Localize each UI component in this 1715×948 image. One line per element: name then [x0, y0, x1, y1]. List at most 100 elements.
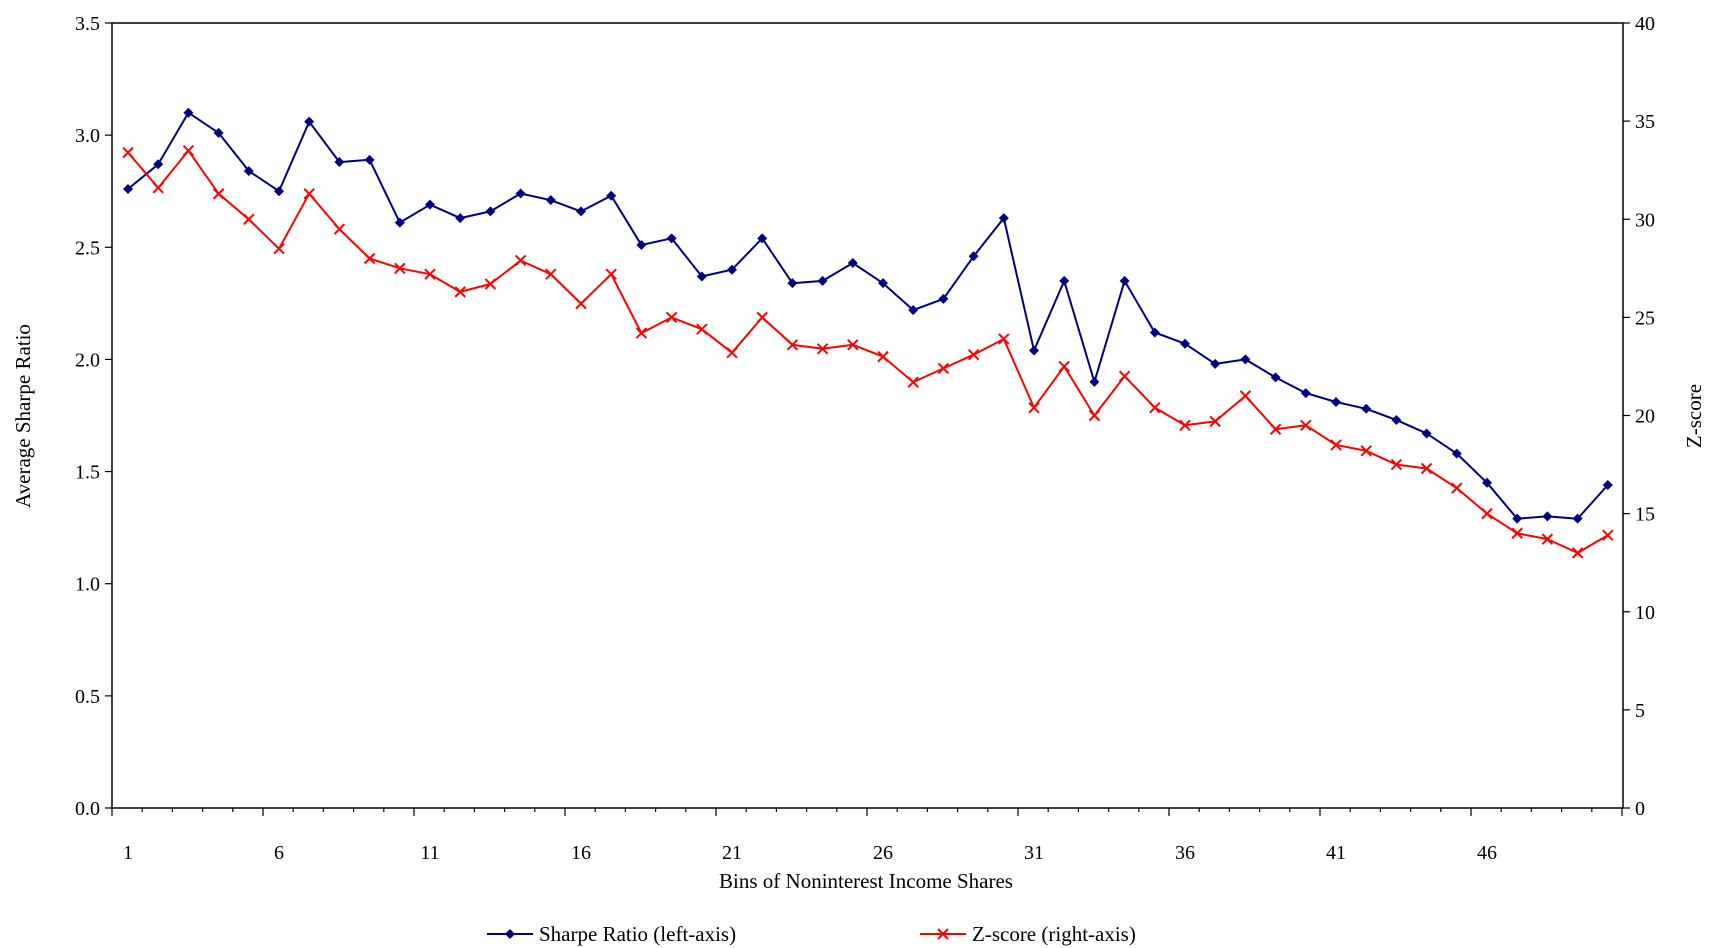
- data-point-sharpe: [1059, 275, 1070, 286]
- data-point-sharpe: [1270, 372, 1281, 383]
- data-point-sharpe: [425, 199, 435, 210]
- left-tick-label: 2.5: [75, 237, 100, 259]
- data-point-sharpe: [817, 275, 828, 286]
- left-tick-label: 3.5: [75, 13, 100, 35]
- data-point-sharpe: [1482, 477, 1492, 488]
- data-point-sharpe: [153, 159, 164, 170]
- data-point-sharpe: [364, 154, 375, 165]
- data-point-zscore: [152, 182, 164, 194]
- data-point-zscore: [1269, 423, 1282, 435]
- right-tick-label: 5: [1635, 700, 1645, 722]
- left-tick-label: 0.5: [75, 686, 100, 708]
- data-point-zscore: [303, 188, 315, 200]
- data-point-zscore: [665, 311, 678, 324]
- data-point-zscore: [454, 286, 466, 298]
- data-point-sharpe: [1180, 338, 1190, 349]
- data-point-zscore: [786, 339, 799, 351]
- data-point-zscore: [1209, 415, 1221, 428]
- data-point-zscore: [1118, 370, 1131, 382]
- right-tick-label: 15: [1635, 504, 1655, 526]
- data-point-zscore: [847, 339, 859, 351]
- data-point-zscore: [1058, 360, 1070, 373]
- data-point-zscore: [273, 242, 285, 255]
- data-point-sharpe: [1361, 403, 1372, 414]
- right-tick-label: 10: [1635, 602, 1655, 624]
- data-point-sharpe: [1029, 345, 1039, 356]
- data-point-sharpe: [1602, 480, 1613, 491]
- data-point-zscore: [1239, 390, 1252, 402]
- x-tick-label: 26: [873, 842, 893, 864]
- data-point-sharpe: [696, 271, 707, 282]
- data-point-zscore: [635, 327, 648, 339]
- data-point-sharpe: [1421, 428, 1432, 439]
- data-point-sharpe: [606, 190, 617, 201]
- data-point-zscore: [998, 333, 1010, 345]
- data-point-zscore: [877, 350, 889, 363]
- legend-marker-zscore: [937, 928, 949, 940]
- x-tick-label: 1: [123, 842, 133, 864]
- series-layer: [122, 107, 1614, 559]
- left-tick-label: 0.0: [75, 798, 100, 820]
- data-point-sharpe: [787, 278, 798, 289]
- left-axis-ticks: 0.0 0.5 1.0 1.5 2.0 2.5 3.0 3.5: [75, 13, 112, 820]
- data-point-zscore: [1088, 409, 1101, 422]
- data-point-zscore: [1571, 547, 1584, 559]
- data-point-zscore: [967, 348, 980, 361]
- data-point-sharpe: [1149, 327, 1160, 338]
- data-point-sharpe: [1572, 513, 1583, 524]
- right-tick-label: 25: [1635, 307, 1655, 329]
- data-point-sharpe: [243, 166, 254, 177]
- x-tick-label: 6: [274, 842, 284, 864]
- data-point-zscore: [1481, 507, 1493, 520]
- data-point-sharpe: [1542, 511, 1553, 522]
- data-point-zscore: [1028, 401, 1040, 414]
- data-point-sharpe: [968, 251, 979, 262]
- data-point-zscore: [1300, 419, 1312, 432]
- x-axis-title: Bins of Noninterest Income Shares: [719, 869, 1013, 893]
- data-point-zscore: [1602, 529, 1614, 541]
- data-point-zscore: [1390, 458, 1403, 471]
- x-tick-label: 46: [1477, 842, 1497, 864]
- right-tick-label: 40: [1635, 13, 1655, 35]
- right-tick-label: 20: [1635, 406, 1655, 428]
- series-line-sharpe: [127, 111, 1609, 520]
- x-tick-label: 11: [420, 842, 439, 864]
- data-point-sharpe: [394, 217, 405, 228]
- x-axis-ticks: 1 6 11 16 21 26 31 36 41 46: [111, 808, 1623, 864]
- data-point-sharpe: [1300, 388, 1311, 399]
- data-point-zscore: [1149, 401, 1161, 414]
- data-point-zscore: [1511, 527, 1523, 539]
- data-point-zscore: [1541, 533, 1554, 545]
- x-tick-label: 36: [1175, 842, 1195, 864]
- data-point-zscore: [484, 278, 497, 290]
- data-point-zscore: [756, 311, 768, 324]
- data-point-zscore: [545, 268, 557, 280]
- x-tick-label: 31: [1024, 842, 1044, 864]
- data-point-sharpe: [183, 107, 194, 118]
- data-point-sharpe: [938, 293, 949, 304]
- data-point-zscore: [726, 346, 738, 359]
- legend-item-zscore: Z-score (right-axis): [920, 922, 1136, 946]
- x-tick-label: 41: [1326, 842, 1346, 864]
- left-tick-label: 1.5: [75, 462, 100, 484]
- data-point-zscore: [605, 268, 617, 280]
- data-point-sharpe: [757, 233, 768, 244]
- legend-item-sharpe: Sharpe Ratio (left-axis): [487, 922, 736, 946]
- data-point-sharpe: [545, 195, 556, 206]
- data-point-sharpe: [1331, 397, 1341, 408]
- data-point-zscore: [1360, 445, 1372, 457]
- data-point-zscore: [424, 268, 436, 280]
- right-tick-label: 30: [1635, 209, 1655, 231]
- data-point-sharpe: [1119, 275, 1130, 286]
- data-point-sharpe: [1451, 448, 1462, 459]
- legend-marker-sharpe: [505, 929, 515, 939]
- data-point-sharpe: [878, 278, 888, 289]
- data-point-sharpe: [1512, 513, 1523, 524]
- data-point-sharpe: [1089, 376, 1100, 387]
- legend-label-zscore: Z-score (right-axis): [972, 922, 1136, 946]
- data-point-sharpe: [515, 188, 526, 199]
- data-point-zscore: [212, 188, 225, 200]
- left-tick-label: 2.0: [75, 349, 100, 371]
- data-point-sharpe: [1240, 354, 1251, 365]
- x-tick-label: 21: [722, 842, 742, 864]
